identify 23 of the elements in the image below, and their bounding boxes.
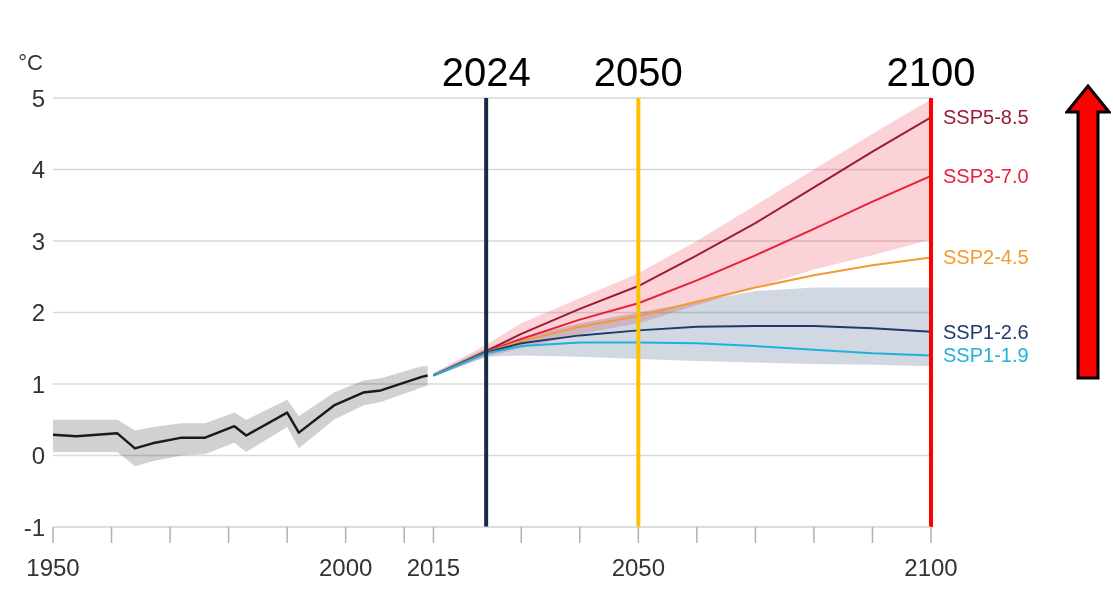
- y-tick-label: -1: [23, 513, 45, 541]
- series-label: SSP2-4.5: [943, 246, 1029, 269]
- y-axis-title: °C: [18, 50, 43, 75]
- ref-line-label: 2050: [593, 50, 683, 94]
- line-series: [432, 341, 931, 377]
- y-tick-label: 5: [31, 84, 45, 112]
- y-tick-label: 1: [31, 370, 45, 398]
- series-label: SSP5-8.5: [943, 106, 1029, 129]
- ref-line-label: 2100: [886, 50, 976, 94]
- y-tick-label: 0: [31, 442, 45, 470]
- series-label: SSP1-2.6: [943, 320, 1029, 343]
- series-label: SSP1-1.9: [943, 344, 1029, 367]
- x-tick-label: 2100: [904, 554, 958, 582]
- y-tick-label: 2: [31, 299, 45, 327]
- y-tick-label: 3: [31, 227, 45, 255]
- x-tick-label: 1950: [26, 554, 80, 582]
- x-tick-label: 2000: [318, 554, 373, 582]
- line-series: [53, 374, 429, 450]
- series-label: SSP3-7.0: [943, 164, 1029, 187]
- ref-line-label: 2024: [441, 50, 531, 94]
- x-tick-label: 2050: [611, 554, 666, 582]
- y-tick-label: 4: [31, 156, 45, 184]
- x-tick-label: 2015: [406, 554, 461, 582]
